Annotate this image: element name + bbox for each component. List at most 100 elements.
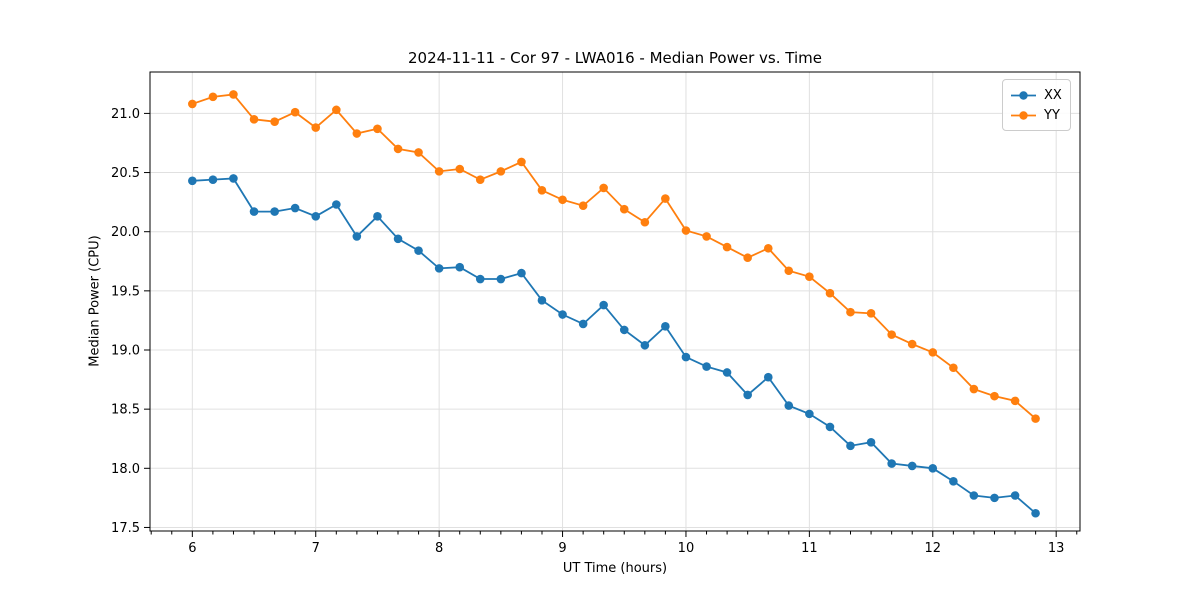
data-point-xx — [578, 319, 588, 329]
data-point-xx — [661, 322, 670, 331]
data-point-yy — [517, 157, 526, 167]
data-point-yy — [907, 339, 917, 349]
data-point-yy — [599, 183, 608, 193]
data-point-yy — [619, 204, 629, 214]
data-point-yy — [455, 164, 465, 174]
axes-ticks: 6 7 8 9 10 11 12 13 17.5 18.0 18.5 19.0 19.5 20.0 20.5… — [111, 107, 1078, 556]
data-point-xx — [702, 362, 711, 371]
data-point-yy — [558, 195, 567, 205]
data-point-xx — [393, 234, 403, 244]
data-point-xx — [825, 422, 835, 432]
data-point-xx — [352, 232, 362, 241]
y-tick-label: 17.5 — [111, 521, 140, 536]
data-point-yy — [229, 90, 238, 99]
data-point-xx — [475, 274, 485, 284]
data-point-xx — [805, 409, 814, 419]
data-point-yy — [702, 232, 711, 241]
data-point-yy — [825, 288, 835, 298]
data-point-yy — [537, 185, 547, 195]
data-point-yy — [249, 115, 259, 124]
data-point-xx — [208, 175, 218, 184]
data-point-xx — [290, 203, 300, 213]
x-tick-label: 10 — [678, 541, 695, 556]
x-tick-label: 8 — [435, 541, 443, 556]
data-point-yy — [866, 309, 876, 318]
data-point-yy — [270, 117, 279, 126]
data-point-yy — [208, 92, 218, 102]
data-point-yy — [805, 272, 814, 281]
data-point-xx — [846, 441, 855, 451]
data-point-xx — [496, 274, 506, 284]
data-point-yy — [352, 129, 362, 138]
data-point-xx — [949, 477, 958, 486]
data-point-yy — [969, 384, 979, 394]
data-point-xx — [188, 176, 197, 186]
data-point-xx — [990, 493, 999, 503]
x-tick-label: 7 — [312, 541, 320, 556]
y-tick-label: 20.0 — [111, 225, 140, 240]
data-point-xx — [928, 464, 938, 473]
data-point-xx — [969, 491, 979, 500]
data-point-xx — [640, 340, 650, 350]
x-tick-label: 6 — [188, 541, 196, 556]
data-point-yy — [475, 175, 485, 184]
series-line-yy — [192, 93, 1037, 420]
y-tick-label: 21.0 — [111, 107, 140, 122]
y-tick-label: 19.0 — [111, 344, 140, 359]
x-tick-label: 11 — [801, 541, 818, 556]
data-point-yy — [332, 105, 341, 115]
data-point-xx — [434, 264, 444, 273]
data-point-xx — [743, 390, 752, 400]
data-point-yy — [846, 307, 855, 317]
data-point-xx — [414, 246, 423, 255]
data-point-xx — [619, 325, 629, 335]
data-point-yy — [763, 243, 773, 253]
data-point-xx — [599, 300, 608, 310]
data-point-xx — [373, 212, 382, 221]
data-point-yy — [640, 217, 650, 227]
data-point-xx — [866, 437, 876, 447]
data-point-xx — [907, 461, 917, 471]
series-xx — [188, 174, 1040, 518]
data-point-yy — [414, 148, 423, 157]
data-point-xx — [784, 401, 794, 410]
data-point-yy — [722, 242, 732, 252]
y-tick-label: 18.0 — [111, 462, 140, 477]
legend-item-yy: YY — [1010, 105, 1062, 125]
data-point-xx — [1031, 508, 1040, 518]
data-point-yy — [578, 201, 588, 210]
legend: XX YY — [1002, 79, 1071, 131]
data-point-yy — [1031, 414, 1040, 423]
data-point-yy — [434, 167, 444, 176]
data-point-yy — [887, 330, 896, 339]
data-point-yy — [784, 266, 794, 276]
legend-item-xx: XX — [1010, 85, 1062, 105]
data-point-xx — [1010, 491, 1020, 500]
data-point-xx — [558, 310, 567, 319]
data-point-yy — [290, 107, 300, 117]
data-point-xx — [311, 212, 321, 221]
x-tick-label: 9 — [558, 541, 566, 556]
x-tick-label: 12 — [925, 541, 942, 556]
data-point-yy — [393, 144, 403, 154]
data-point-yy — [661, 194, 670, 203]
data-point-xx — [537, 296, 547, 305]
data-point-yy — [928, 348, 938, 357]
data-point-xx — [332, 200, 341, 209]
data-point-yy — [1010, 396, 1020, 406]
series-yy — [188, 90, 1040, 423]
data-point-xx — [763, 372, 773, 382]
data-point-xx — [722, 368, 732, 377]
x-axis-label: UT Time (hours) — [562, 561, 668, 576]
data-point-xx — [887, 459, 896, 468]
gridlines — [150, 72, 1080, 531]
data-point-xx — [249, 207, 259, 216]
data-point-yy — [373, 124, 382, 134]
data-point-xx — [229, 174, 238, 183]
data-point-xx — [517, 268, 526, 278]
data-point-yy — [681, 226, 691, 235]
data-point-yy — [188, 99, 197, 109]
y-tick-label: 19.5 — [111, 284, 140, 299]
data-point-yy — [311, 123, 321, 132]
